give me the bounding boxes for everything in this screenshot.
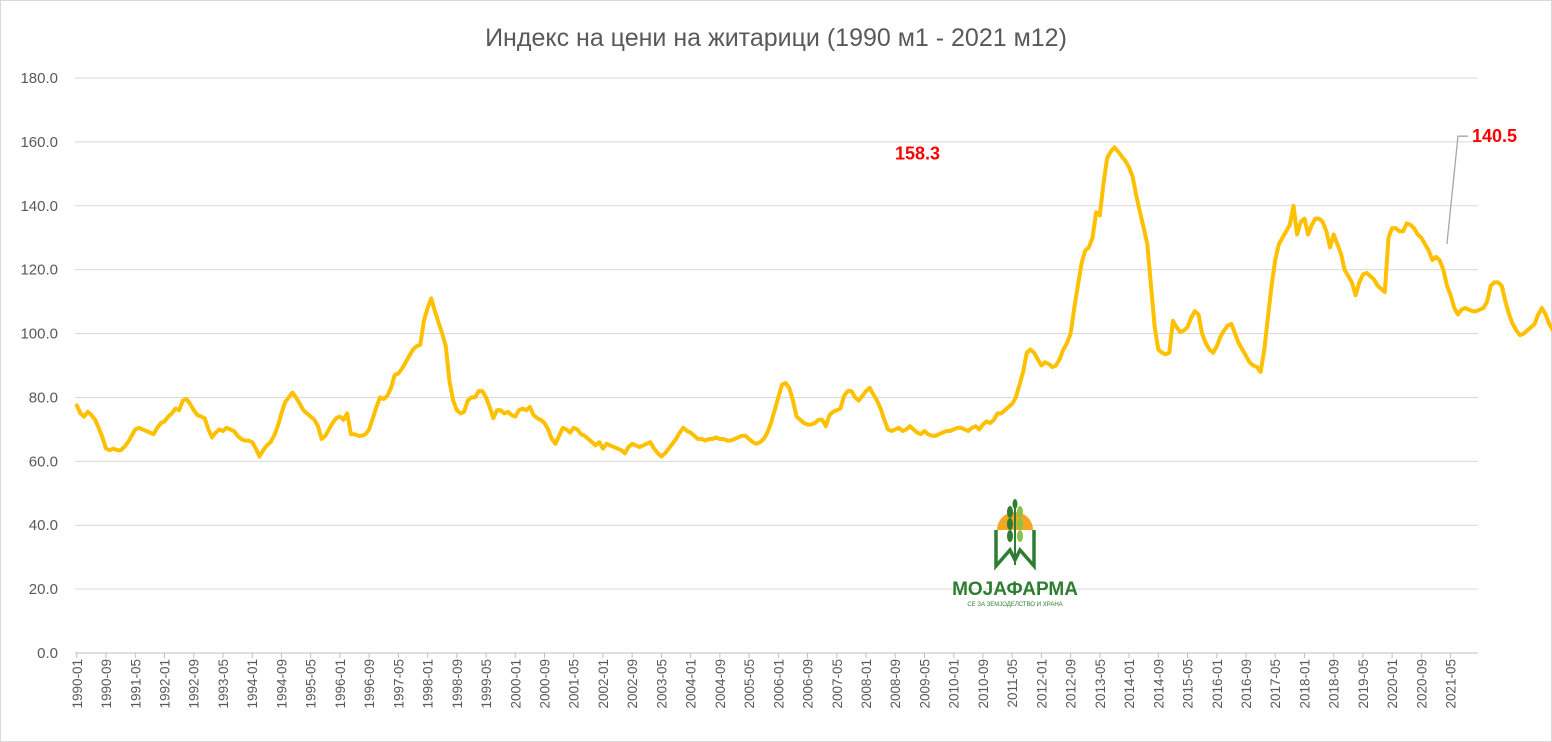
x-tick-label: 1994-01 (245, 659, 260, 709)
logo-name: МОЈАФАРМА (952, 579, 1078, 600)
x-tick-label: 2014-01 (1122, 659, 1137, 709)
x-tick-label: 2012-09 (1064, 659, 1079, 709)
y-tick-label: 100.0 (20, 326, 58, 343)
x-tick-label: 2011-05 (1005, 659, 1020, 708)
annotation-leader-line (1446, 135, 1468, 245)
x-tick-label: 2001-05 (567, 659, 582, 709)
x-tick-label: 1996-09 (362, 659, 377, 709)
x-tick-label: 1999-05 (479, 659, 494, 709)
logo-grain-icon (1007, 518, 1013, 530)
x-tick-label: 1994-09 (274, 659, 289, 709)
y-tick-label: 140.0 (20, 198, 58, 215)
annotations: 158.3 140.5 (895, 126, 1517, 245)
y-tick-label: 20.0 (29, 581, 58, 598)
y-tick-label: 180.0 (20, 70, 58, 87)
x-tick-label: 2000-09 (537, 659, 552, 709)
x-tick-label: 2020-01 (1385, 659, 1400, 709)
x-tick-label: 1990-09 (99, 659, 114, 709)
x-tick-label: 2015-05 (1181, 659, 1196, 709)
logo-grain-icon (1007, 530, 1013, 542)
x-tick-label: 1992-09 (187, 659, 202, 709)
logo-grain-icon (1017, 530, 1023, 542)
y-tick-label: 40.0 (29, 517, 58, 534)
series-layer (74, 145, 1552, 459)
x-tick-label: 2004-01 (684, 659, 699, 709)
x-tick-label: 1993-05 (216, 659, 231, 709)
x-tick-label: 2000-01 (508, 659, 523, 709)
x-tick-label: 1996-01 (333, 659, 348, 709)
x-tick-label: 2018-01 (1297, 659, 1312, 709)
x-tick-label: 2002-01 (596, 659, 611, 709)
x-tick-label: 2006-01 (771, 659, 786, 709)
x-tick-label: 2006-09 (801, 659, 816, 709)
x-tick-label: 2013-05 (1093, 659, 1108, 709)
x-tick-label: 1991-05 (128, 659, 143, 709)
x-tick-label: 1998-09 (450, 659, 465, 709)
x-tick-label: 2017-05 (1268, 659, 1283, 709)
x-tick-label: 2016-01 (1210, 659, 1225, 709)
chart-title: Индекс на цени на житарици (1990 м1 - 20… (485, 24, 1067, 52)
x-tick-label: 2018-09 (1327, 659, 1342, 709)
x-tick-label: 2003-05 (654, 659, 669, 709)
x-tick-label: 2016-09 (1239, 659, 1254, 709)
x-tick-label: 2010-09 (976, 659, 991, 709)
series-line (74, 145, 1552, 459)
y-tick-label: 120.0 (20, 262, 58, 279)
x-tick-label: 2002-09 (625, 659, 640, 709)
y-tick-label: 60.0 (29, 453, 58, 470)
logo-grain-icon (1012, 499, 1018, 509)
x-tick-label: 1997-05 (391, 659, 406, 709)
y-tick-label: 80.0 (29, 389, 58, 406)
x-axis-ticks: 1990-01 1990-09 1991-05 1992-01 1992-09 1993-… (70, 653, 1459, 709)
x-tick-label: 2019-05 (1356, 659, 1371, 709)
annotation-label: 158.3 (895, 143, 940, 163)
logo-grain-icon (1017, 506, 1023, 518)
x-tick-label: 1990-01 (70, 659, 85, 709)
x-tick-label: 1995-05 (304, 659, 319, 709)
x-tick-label: 2010-01 (947, 659, 962, 709)
x-tick-label: 2012-01 (1034, 659, 1049, 709)
x-tick-label: 2004-09 (713, 659, 728, 709)
logo-grain-icon (1007, 506, 1013, 518)
logo-tagline: СЕ ЗА ЗЕМЈОДЕЛСТВО И ХРАНА (967, 602, 1062, 608)
logo-grain-icon (1017, 518, 1023, 530)
x-tick-label: 2021-05 (1444, 659, 1459, 709)
annotation-label: 140.5 (1472, 126, 1517, 146)
x-tick-label: 2008-01 (859, 659, 874, 709)
y-tick-label: 160.0 (20, 134, 58, 151)
x-tick-label: 2008-09 (888, 659, 903, 709)
moja-farma-logo: МОЈАФАРМА СЕ ЗА ЗЕМЈОДЕЛСТВО И ХРАНА (952, 499, 1078, 608)
x-tick-label: 1998-01 (421, 659, 436, 709)
gridlines (75, 77, 1478, 654)
x-tick-label: 2020-09 (1414, 659, 1429, 709)
x-tick-label: 1992-01 (158, 659, 173, 709)
x-tick-label: 2005-05 (742, 659, 757, 709)
y-tick-label: 0.0 (37, 645, 58, 662)
x-tick-label: 2007-05 (830, 659, 845, 709)
x-tick-label: 2014-09 (1151, 659, 1166, 709)
x-tick-label: 2009-05 (917, 659, 932, 709)
y-axis-ticks: 0.0 20.0 40.0 60.0 80.0 100.0 120.0 140.0 160.0 1… (20, 70, 58, 662)
